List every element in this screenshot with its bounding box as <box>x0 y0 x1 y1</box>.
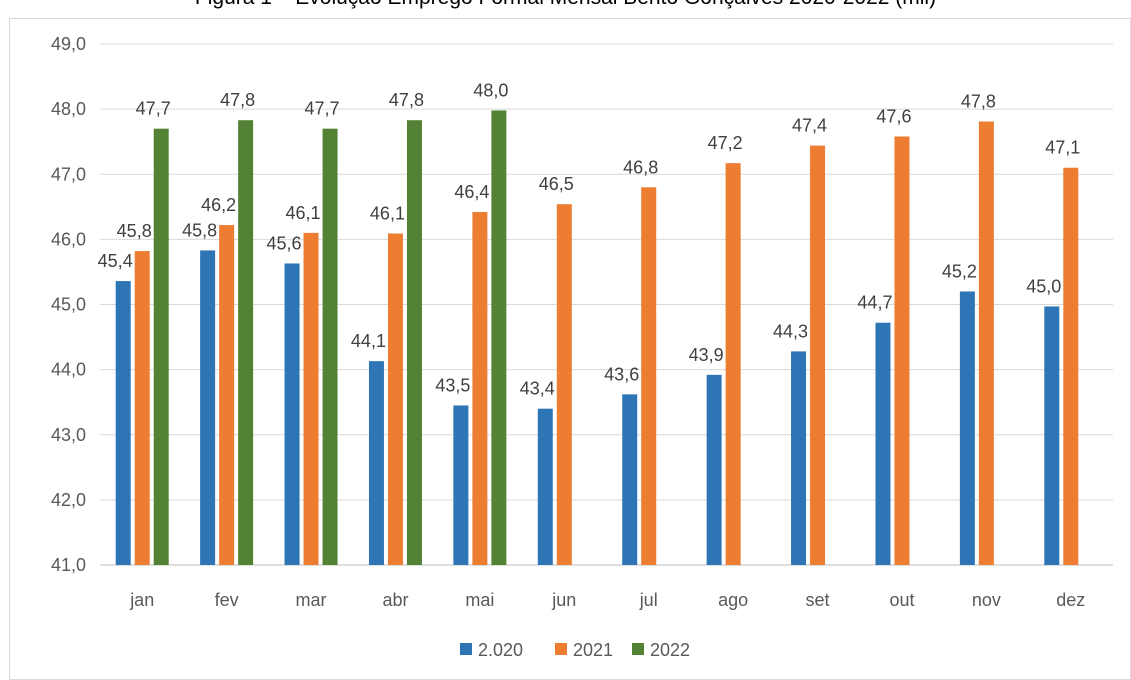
bar <box>453 405 469 565</box>
data-label: 43,5 <box>435 375 470 395</box>
x-tick-label: jul <box>639 590 658 610</box>
x-tick-label: ago <box>718 590 748 610</box>
bar <box>1063 167 1079 566</box>
bar <box>556 204 572 565</box>
data-label: 46,4 <box>454 182 489 202</box>
x-tick-label: nov <box>972 590 1001 610</box>
data-label: 47,8 <box>389 90 424 110</box>
bar <box>641 187 657 565</box>
bar <box>284 263 300 565</box>
bar <box>706 374 722 565</box>
bar <box>810 145 826 565</box>
legend-swatch <box>632 643 644 655</box>
bar <box>622 394 638 565</box>
bars <box>115 110 1079 566</box>
bar <box>387 233 403 566</box>
data-label: 46,5 <box>539 174 574 194</box>
x-tick-label: abr <box>382 590 408 610</box>
data-label: 43,4 <box>520 379 555 399</box>
data-label: 47,8 <box>220 90 255 110</box>
chart-title: Figura 1 – Evolução Emprego Formal Mensa… <box>0 0 1131 10</box>
axes: 41,0 42,0 43,0 44,0 45,0 46,0 47,0 48,0 49,0 jan f… <box>51 34 1113 610</box>
bar <box>368 361 384 565</box>
bar <box>875 322 891 565</box>
bar <box>115 281 131 565</box>
x-tick-label: fev <box>215 590 239 610</box>
data-label: 47,4 <box>792 116 827 136</box>
data-label: 47,7 <box>305 99 340 119</box>
y-tick-label: 45,0 <box>51 295 86 315</box>
data-label: 45,4 <box>98 251 133 271</box>
data-label: 47,7 <box>136 99 171 119</box>
bar <box>303 232 319 566</box>
legend-swatch <box>460 643 472 655</box>
x-tick-label: out <box>889 590 914 610</box>
bar <box>1044 306 1060 565</box>
data-label: 47,1 <box>1045 138 1080 158</box>
bar <box>791 351 807 565</box>
x-tick-label: set <box>806 590 830 610</box>
data-label: 45,2 <box>942 261 977 281</box>
bar <box>322 128 338 565</box>
data-label: 46,1 <box>286 203 321 223</box>
legend-label: 2021 <box>573 640 613 660</box>
data-labels: 45,4 45,8 45,6 44,1 43,5 43,4 43,6 43,9 44,3 44,7… <box>98 80 1081 398</box>
x-tick-label: jan <box>129 590 154 610</box>
y-tick-label: 41,0 <box>51 555 86 575</box>
bar <box>491 110 507 566</box>
data-label: 45,6 <box>267 233 302 253</box>
bar <box>537 408 553 565</box>
data-label: 47,6 <box>876 106 911 126</box>
y-tick-label: 48,0 <box>51 99 86 119</box>
bar <box>238 120 254 565</box>
bar <box>153 128 169 565</box>
legend-label: 2022 <box>650 640 690 660</box>
y-tick-label: 42,0 <box>51 490 86 510</box>
bar <box>725 163 741 565</box>
y-tick-label: 46,0 <box>51 229 86 249</box>
data-label: 43,6 <box>604 364 639 384</box>
bar <box>200 250 216 566</box>
bar <box>894 136 910 566</box>
bar <box>406 120 422 565</box>
x-tick-label: mai <box>465 590 494 610</box>
data-label: 44,7 <box>857 293 892 313</box>
gridlines <box>100 43 1113 501</box>
bar <box>959 291 975 565</box>
data-label: 46,8 <box>623 157 658 177</box>
data-label: 43,9 <box>689 345 724 365</box>
data-label: 48,0 <box>473 80 508 100</box>
legend-label: 2.020 <box>478 640 523 660</box>
data-label: 45,8 <box>117 221 152 241</box>
x-tick-label: dez <box>1056 590 1085 610</box>
y-tick-label: 43,0 <box>51 425 86 445</box>
y-tick-label: 47,0 <box>51 164 86 184</box>
bar <box>219 225 235 566</box>
legend: 2.020 2021 2022 <box>460 640 690 660</box>
data-label: 44,3 <box>773 321 808 341</box>
data-label: 44,1 <box>351 331 386 351</box>
legend-swatch <box>555 643 567 655</box>
data-label: 46,2 <box>201 195 236 215</box>
data-label: 45,8 <box>182 220 217 240</box>
bar <box>978 121 994 565</box>
data-label: 46,1 <box>370 204 405 224</box>
bar <box>134 251 150 565</box>
y-tick-label: 44,0 <box>51 360 86 380</box>
data-label: 47,2 <box>708 133 743 153</box>
bar <box>472 212 488 565</box>
x-tick-label: mar <box>296 590 327 610</box>
x-tick-label: jun <box>551 590 576 610</box>
data-label: 47,8 <box>961 91 996 111</box>
data-label: 45,0 <box>1026 276 1061 296</box>
y-tick-label: 49,0 <box>51 34 86 54</box>
